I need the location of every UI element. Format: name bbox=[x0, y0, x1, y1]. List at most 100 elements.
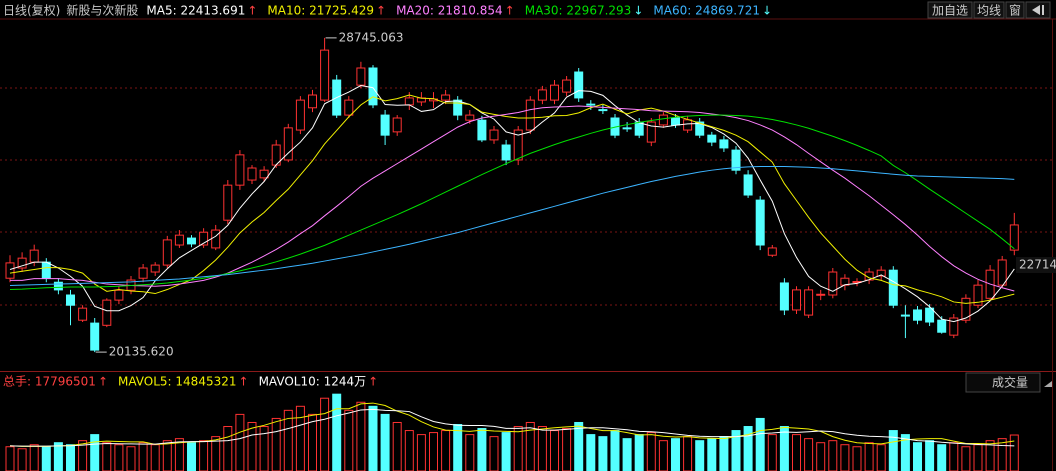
volume-bar bbox=[332, 393, 342, 471]
volume-bar bbox=[804, 438, 814, 471]
candle-body bbox=[174, 234, 184, 246]
volume-bar bbox=[779, 426, 789, 471]
candle-body bbox=[525, 99, 535, 131]
grid bbox=[0, 87, 1052, 306]
candle-body bbox=[114, 289, 124, 301]
legend-label: MAVOL5: 14845321 bbox=[118, 375, 237, 389]
candle-body bbox=[828, 271, 838, 296]
volume-bar bbox=[29, 444, 39, 471]
button[interactable] bbox=[1005, 1, 1025, 19]
volume-bar bbox=[477, 428, 487, 471]
button[interactable] bbox=[973, 1, 1005, 19]
candle-body bbox=[792, 289, 801, 311]
legend-label: MA30: 22967.293 bbox=[525, 4, 632, 18]
volume-bar bbox=[828, 440, 838, 471]
candle-body bbox=[489, 129, 499, 141]
legend-label: MA20: 21810.854 bbox=[396, 4, 503, 18]
toolbar: 加自选 均线 窗 bbox=[927, 1, 1051, 19]
volume-bar bbox=[767, 434, 777, 471]
button-label[interactable]: 窗 bbox=[1009, 4, 1021, 18]
volume-bar bbox=[114, 444, 124, 471]
candle-body bbox=[259, 169, 269, 179]
volume-bar bbox=[90, 434, 100, 471]
button[interactable] bbox=[927, 1, 973, 19]
volume-bar bbox=[368, 405, 378, 471]
volume-bar bbox=[5, 446, 15, 471]
candle-body bbox=[537, 89, 547, 101]
volume-bar bbox=[622, 438, 632, 471]
volume-bar bbox=[985, 440, 995, 471]
volume-bar bbox=[187, 442, 196, 471]
candle-body bbox=[235, 154, 245, 186]
candle-body bbox=[465, 114, 475, 121]
candle-body bbox=[779, 282, 789, 311]
volume-bar bbox=[707, 438, 717, 471]
volume-ma-line bbox=[9, 408, 1015, 447]
volume-bar bbox=[792, 434, 801, 471]
volume-bar bbox=[586, 434, 596, 471]
ma-line bbox=[9, 114, 1015, 291]
candle-body bbox=[150, 264, 160, 273]
annotation: 20135.620 bbox=[109, 345, 174, 359]
annotation: 28745.063 bbox=[339, 30, 404, 44]
sector-label: 新股与次新股 bbox=[66, 3, 138, 18]
volume-bar bbox=[937, 444, 947, 471]
volume-bar bbox=[658, 440, 668, 471]
volume-selector[interactable]: 成交量 bbox=[965, 372, 1052, 393]
legend-label: MA10: 21725.429 bbox=[267, 4, 374, 18]
candle-body bbox=[187, 237, 196, 245]
candle-body bbox=[816, 293, 826, 296]
candle-body bbox=[162, 239, 172, 266]
candle-body bbox=[900, 314, 910, 317]
candle-body bbox=[356, 67, 366, 86]
volume-bar bbox=[235, 413, 245, 471]
button-label[interactable]: 均线 bbox=[977, 4, 1001, 18]
candle-body bbox=[53, 281, 63, 291]
volume-bar bbox=[211, 436, 221, 471]
volume-bar bbox=[295, 405, 305, 471]
volume-bar bbox=[53, 442, 63, 471]
candle-body bbox=[622, 127, 632, 130]
icon bbox=[1032, 5, 1040, 15]
icon bbox=[1044, 381, 1052, 387]
volume-bar bbox=[840, 444, 850, 471]
candle-body bbox=[295, 99, 305, 131]
volume-bar bbox=[429, 432, 438, 471]
selector-label[interactable]: 成交量 bbox=[992, 375, 1028, 390]
volume-bar bbox=[864, 442, 874, 471]
candle-body bbox=[199, 231, 209, 246]
candle-body bbox=[937, 319, 947, 333]
volume-bar bbox=[574, 421, 584, 471]
volume-bar bbox=[816, 442, 826, 471]
volume-bar bbox=[247, 421, 257, 471]
candle-body bbox=[441, 94, 451, 101]
candle-body bbox=[598, 109, 608, 112]
volume-bar bbox=[925, 440, 935, 471]
candle-body bbox=[550, 84, 559, 101]
volume-bar bbox=[380, 413, 390, 471]
expand-icon[interactable] bbox=[1025, 1, 1051, 19]
candle-body bbox=[5, 262, 15, 279]
period-label: 日线(复权) bbox=[3, 4, 60, 18]
button-label[interactable]: 加自选 bbox=[932, 4, 968, 18]
candle-body bbox=[320, 49, 330, 101]
candle-body bbox=[671, 117, 680, 126]
selector-box[interactable] bbox=[965, 372, 1041, 393]
volume-bar bbox=[356, 401, 366, 471]
volume-bar bbox=[997, 438, 1007, 471]
volume-bar bbox=[973, 444, 983, 471]
volume-bar bbox=[683, 436, 693, 471]
volume-bar bbox=[162, 440, 172, 471]
candle-body bbox=[90, 322, 100, 351]
candle-body bbox=[380, 114, 390, 136]
candle-body bbox=[501, 144, 511, 161]
volume-bar bbox=[102, 442, 112, 471]
volume-bar bbox=[453, 424, 463, 471]
last-price-box bbox=[1016, 257, 1056, 273]
candle-body bbox=[683, 119, 693, 131]
volume-bar bbox=[949, 442, 959, 471]
candle-body bbox=[755, 199, 765, 246]
volume-bar bbox=[1009, 434, 1019, 471]
candle-body bbox=[404, 97, 414, 106]
